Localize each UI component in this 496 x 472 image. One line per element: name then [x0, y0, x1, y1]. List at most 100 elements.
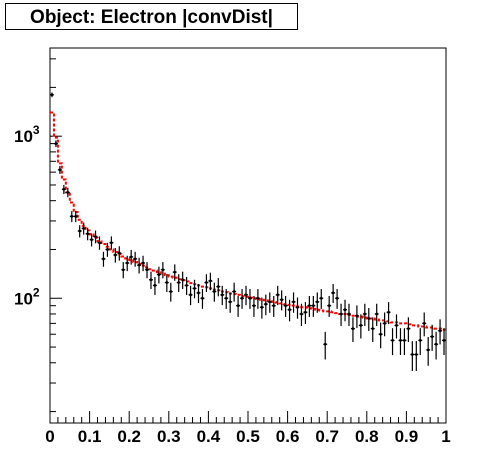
x-tick-label: 0.2 [117, 427, 141, 446]
data-point [61, 184, 66, 195]
data-marker [240, 296, 244, 300]
x-tick-label: 0.8 [355, 427, 379, 446]
data-point [283, 295, 288, 317]
data-point [141, 255, 146, 272]
data-marker [113, 253, 117, 257]
data-marker [98, 241, 101, 245]
data-marker [208, 279, 212, 283]
data-point [137, 257, 142, 274]
data-marker [343, 308, 347, 312]
data-marker [268, 300, 272, 304]
data-marker [395, 324, 398, 327]
data-point [180, 271, 185, 290]
data-point [362, 303, 367, 326]
data-marker [94, 235, 97, 239]
data-marker [280, 298, 284, 302]
data-marker [212, 290, 216, 293]
data-marker [232, 290, 236, 293]
data-point [430, 324, 435, 351]
data-point [228, 292, 233, 313]
data-point [406, 317, 411, 343]
data-point [438, 319, 443, 345]
data-point [236, 295, 241, 317]
data-point [386, 302, 391, 325]
data-marker [355, 314, 359, 318]
data-point [434, 331, 439, 360]
data-marker [70, 214, 74, 218]
data-marker [185, 284, 189, 287]
data-marker [288, 308, 291, 312]
data-point [176, 274, 181, 292]
data-marker [434, 342, 438, 346]
data-point [259, 297, 264, 319]
data-marker [169, 290, 173, 293]
data-point [255, 289, 260, 309]
y-tick-label: 103 [14, 123, 40, 146]
mc-histogram-line [50, 111, 446, 331]
data-marker [165, 281, 169, 284]
data-point [366, 307, 371, 331]
data-point [156, 266, 161, 284]
data-marker [62, 187, 66, 191]
data-marker [414, 353, 418, 356]
data-marker [442, 338, 446, 342]
x-tick-label: 0.6 [276, 427, 300, 446]
data-marker [426, 348, 430, 352]
data-point [192, 279, 197, 299]
data-marker [86, 232, 90, 236]
data-marker [403, 338, 406, 342]
data-point [251, 295, 256, 317]
x-tick-label: 0 [45, 427, 54, 446]
data-marker [256, 296, 260, 300]
data-point [327, 295, 332, 317]
data-point [275, 285, 280, 306]
data-marker [58, 168, 62, 172]
data-point [398, 328, 403, 356]
data-marker [141, 261, 145, 265]
data-point [168, 282, 173, 302]
data-point [164, 274, 169, 292]
data-marker [391, 338, 394, 342]
data-point [339, 303, 344, 326]
data-marker [375, 312, 379, 316]
data-point [244, 285, 248, 306]
data-point [212, 282, 217, 302]
data-point [69, 211, 74, 223]
x-tick-label: 0.9 [395, 427, 419, 446]
data-marker [260, 305, 264, 309]
data-point [402, 328, 407, 356]
data-point [232, 282, 237, 302]
data-point [331, 283, 336, 304]
data-marker [193, 287, 196, 290]
data-point [271, 295, 276, 317]
data-point [410, 341, 415, 371]
data-marker [383, 321, 387, 325]
data-marker [50, 93, 54, 97]
data-marker [78, 229, 82, 233]
plot-frame [49, 47, 447, 424]
data-point [109, 236, 114, 250]
data-marker [327, 304, 331, 308]
data-point [81, 222, 86, 235]
data-point [295, 297, 300, 319]
x-tick-label: 0.5 [236, 427, 260, 446]
chart-title: Object: Electron |convDist| [30, 7, 273, 28]
data-point [315, 292, 320, 313]
data-marker [367, 317, 371, 320]
data-marker [300, 312, 303, 316]
data-point [77, 225, 82, 238]
data-point [53, 140, 58, 147]
x-tick-label: 0.7 [315, 427, 339, 446]
data-point [291, 292, 296, 313]
data-marker [248, 296, 252, 300]
data-point [160, 262, 165, 279]
data-point [358, 314, 363, 339]
data-point [442, 328, 446, 356]
data-marker [410, 353, 414, 356]
data-point [263, 294, 268, 316]
data-point [105, 242, 110, 257]
data-point [196, 283, 201, 304]
data-marker [153, 284, 157, 287]
data-marker [311, 304, 315, 308]
